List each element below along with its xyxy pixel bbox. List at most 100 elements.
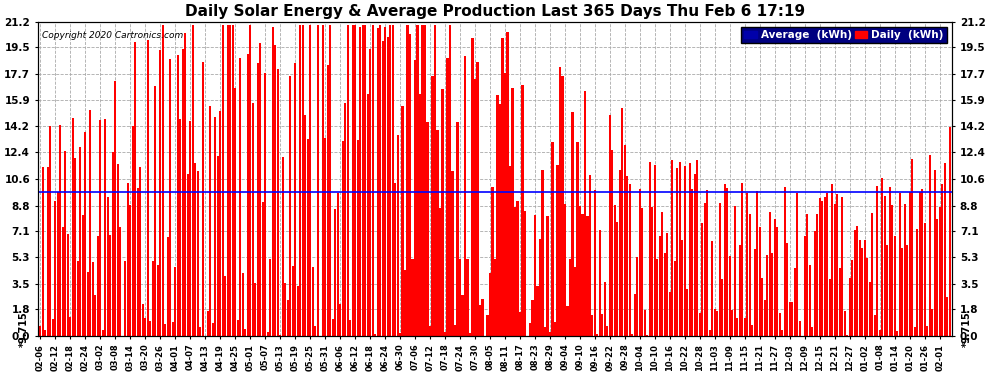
Bar <box>99 120 101 336</box>
Bar <box>154 86 156 336</box>
Bar <box>371 25 373 336</box>
Bar <box>551 142 553 336</box>
Bar <box>249 25 251 336</box>
Bar <box>376 28 378 336</box>
Bar <box>391 25 394 336</box>
Bar <box>512 87 514 336</box>
Bar <box>107 197 109 336</box>
Bar <box>671 160 673 336</box>
Bar <box>694 174 696 336</box>
Bar <box>781 330 783 336</box>
Bar <box>289 76 291 336</box>
Bar <box>337 193 339 336</box>
Bar <box>59 125 61 336</box>
Bar <box>586 216 588 336</box>
Bar <box>479 305 481 336</box>
Bar <box>599 230 601 336</box>
Bar <box>324 138 326 336</box>
Bar <box>661 213 663 336</box>
Bar <box>634 294 636 336</box>
Bar <box>419 94 421 336</box>
Bar <box>763 300 766 336</box>
Bar <box>827 193 829 336</box>
Bar <box>711 241 714 336</box>
Legend: Average  (kWh), Daily  (kWh): Average (kWh), Daily (kWh) <box>741 27 947 43</box>
Bar <box>481 298 483 336</box>
Bar <box>689 163 691 336</box>
Bar <box>64 152 66 336</box>
Bar <box>704 203 706 336</box>
Bar <box>906 245 908 336</box>
Bar <box>124 261 127 336</box>
Bar <box>132 126 134 336</box>
Bar <box>254 284 256 336</box>
Bar <box>571 112 573 336</box>
Bar <box>686 290 688 336</box>
Bar <box>354 25 356 336</box>
Bar <box>732 310 734 336</box>
Bar <box>596 334 599 336</box>
Bar <box>617 222 619 336</box>
Bar <box>737 318 739 336</box>
Bar <box>532 300 534 336</box>
Bar <box>556 165 558 336</box>
Bar <box>147 40 148 336</box>
Bar <box>109 235 111 336</box>
Bar <box>151 261 153 336</box>
Bar <box>87 272 89 336</box>
Bar <box>564 204 566 336</box>
Bar <box>461 295 463 336</box>
Bar <box>45 330 47 336</box>
Text: *9.715: *9.715 <box>961 311 971 347</box>
Bar <box>302 25 304 336</box>
Bar <box>202 62 204 336</box>
Bar <box>584 91 586 336</box>
Bar <box>871 213 873 336</box>
Bar <box>644 310 645 336</box>
Bar <box>794 268 796 336</box>
Bar <box>829 279 831 336</box>
Bar <box>327 65 329 336</box>
Bar <box>474 79 476 336</box>
Bar <box>422 25 424 336</box>
Bar <box>219 111 221 336</box>
Bar <box>119 227 122 336</box>
Bar <box>92 262 94 336</box>
Bar <box>454 326 456 336</box>
Bar <box>819 198 821 336</box>
Bar <box>104 118 106 336</box>
Bar <box>345 103 346 336</box>
Bar <box>342 141 344 336</box>
Bar <box>189 122 191 336</box>
Bar <box>317 25 319 336</box>
Bar <box>397 135 399 336</box>
Bar <box>256 63 258 336</box>
Bar <box>717 311 719 336</box>
Bar <box>904 204 906 336</box>
Bar <box>743 318 745 336</box>
Bar <box>799 321 801 336</box>
Bar <box>266 333 268 336</box>
Bar <box>499 104 501 336</box>
Bar <box>614 205 616 336</box>
Bar <box>156 265 158 336</box>
Bar <box>714 309 716 336</box>
Bar <box>161 25 163 336</box>
Bar <box>74 158 76 336</box>
Bar <box>606 326 609 336</box>
Bar <box>642 209 644 336</box>
Bar <box>51 319 53 336</box>
Bar <box>529 323 531 336</box>
Bar <box>899 193 901 336</box>
Bar <box>637 257 639 336</box>
Bar <box>66 234 69 336</box>
Bar <box>766 255 768 336</box>
Bar <box>79 147 81 336</box>
Bar <box>876 186 878 336</box>
Bar <box>504 74 506 336</box>
Bar <box>746 193 748 336</box>
Bar <box>674 261 676 336</box>
Bar <box>559 67 561 336</box>
Bar <box>916 229 919 336</box>
Bar <box>946 297 948 336</box>
